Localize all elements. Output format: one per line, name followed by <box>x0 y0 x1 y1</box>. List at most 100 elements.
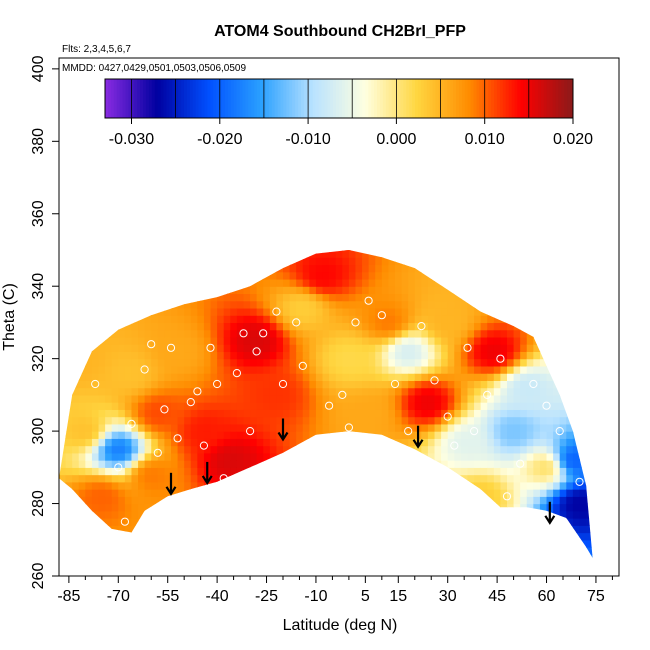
heatmap-cell <box>302 351 310 360</box>
heatmap-cell <box>546 286 554 295</box>
heatmap-cell <box>454 271 462 280</box>
heatmap-cell <box>177 250 185 251</box>
heatmap-cell <box>513 503 521 512</box>
heatmap-cell <box>355 518 363 526</box>
heatmap-cell <box>454 467 462 476</box>
heatmap-cell <box>467 460 475 468</box>
heatmap-cell <box>322 402 330 410</box>
heatmap-cell <box>243 532 251 541</box>
heatmap-cell <box>151 336 159 345</box>
heatmap-cell <box>59 474 67 483</box>
heatmap-cell <box>434 315 442 324</box>
heatmap-cell <box>348 278 357 287</box>
heatmap-cell <box>269 445 278 454</box>
heatmap-cell <box>315 525 324 534</box>
heatmap-cell <box>507 380 515 389</box>
sample-point <box>463 343 472 352</box>
heatmap-cell <box>421 423 429 432</box>
heatmap-cell <box>447 539 455 548</box>
heatmap-cell <box>329 307 337 316</box>
heatmap-cell <box>256 387 264 396</box>
heatmap-cell <box>250 293 258 302</box>
heatmap-cell <box>375 257 383 266</box>
heatmap-cell <box>586 510 593 519</box>
heatmap-cell <box>572 532 581 541</box>
heatmap-cell <box>263 278 271 287</box>
heatmap-cell <box>85 402 93 410</box>
heatmap-cell <box>269 264 278 273</box>
heatmap-cell <box>302 387 310 396</box>
heatmap-cell <box>421 532 429 541</box>
heatmap-cell <box>263 264 271 273</box>
heatmap-cell <box>138 438 146 447</box>
heatmap-cell <box>230 286 238 295</box>
heatmap-cell <box>315 286 324 295</box>
heatmap-cell <box>157 510 166 519</box>
heatmap-cell <box>171 481 179 490</box>
heatmap-cell <box>335 438 343 447</box>
heatmap-cell <box>348 373 357 381</box>
heatmap-cell <box>302 380 310 389</box>
colorbar-segment <box>321 79 325 118</box>
heatmap-cell <box>124 532 133 541</box>
heatmap-cell <box>210 351 218 360</box>
heatmap-cell <box>59 315 67 324</box>
heatmap-cell <box>124 467 133 476</box>
heatmap-cell <box>441 423 449 432</box>
heatmap-cell <box>533 554 541 558</box>
heatmap-cell <box>408 264 416 273</box>
heatmap-cell <box>111 474 119 483</box>
heatmap-cell <box>210 286 218 295</box>
heatmap-cell <box>539 452 548 461</box>
heatmap-cell <box>572 503 581 512</box>
heatmap-cell <box>441 416 449 425</box>
heatmap-cell <box>539 402 548 410</box>
heatmap-cell <box>256 431 264 439</box>
heatmap-cell <box>124 278 133 287</box>
colorbar-segment <box>274 79 279 118</box>
heatmap-cell <box>362 358 370 367</box>
heatmap-cell <box>296 525 304 534</box>
heatmap-cell <box>441 481 449 490</box>
heatmap-cell <box>474 402 482 410</box>
heatmap-cell <box>236 358 245 367</box>
heatmap-cell <box>256 452 264 461</box>
heatmap-cell <box>507 438 515 447</box>
heatmap-cell <box>348 402 357 410</box>
heatmap-cell <box>105 525 113 534</box>
heatmap-cell <box>322 474 330 483</box>
heatmap-cell <box>124 539 133 548</box>
heatmap-cell <box>427 496 436 505</box>
heatmap-cell <box>526 402 534 410</box>
heatmap-cell <box>72 250 80 258</box>
heatmap-cell <box>401 416 409 425</box>
heatmap-cell <box>474 394 482 403</box>
heatmap-cell <box>203 394 212 403</box>
heatmap-cell <box>513 329 521 338</box>
heatmap-cell <box>85 409 93 418</box>
heatmap-cell <box>559 402 567 410</box>
heatmap-cell <box>434 365 442 374</box>
heatmap-cell <box>586 373 593 381</box>
heatmap-cell <box>98 416 106 425</box>
heatmap-cell <box>441 322 449 331</box>
heatmap-cell <box>171 460 179 468</box>
colorbar-segment <box>558 79 562 118</box>
heatmap-cell <box>474 554 482 558</box>
heatmap-cell <box>283 365 291 374</box>
colorbar-segment <box>520 79 524 118</box>
heatmap-cell <box>427 250 436 258</box>
heatmap-cell <box>283 293 291 302</box>
heatmap-cell <box>250 250 258 251</box>
sample-point <box>417 322 426 331</box>
heatmap-cell <box>243 539 251 548</box>
heatmap-cell <box>78 250 86 251</box>
heatmap-cell <box>138 307 146 316</box>
heatmap-cell <box>105 423 113 432</box>
colorbar-segment <box>546 79 551 118</box>
heatmap-cell <box>289 271 297 280</box>
heatmap-cell <box>78 344 86 353</box>
heatmap-cell <box>177 315 185 324</box>
heatmap-cell <box>421 300 429 309</box>
heatmap-cell <box>460 438 469 447</box>
